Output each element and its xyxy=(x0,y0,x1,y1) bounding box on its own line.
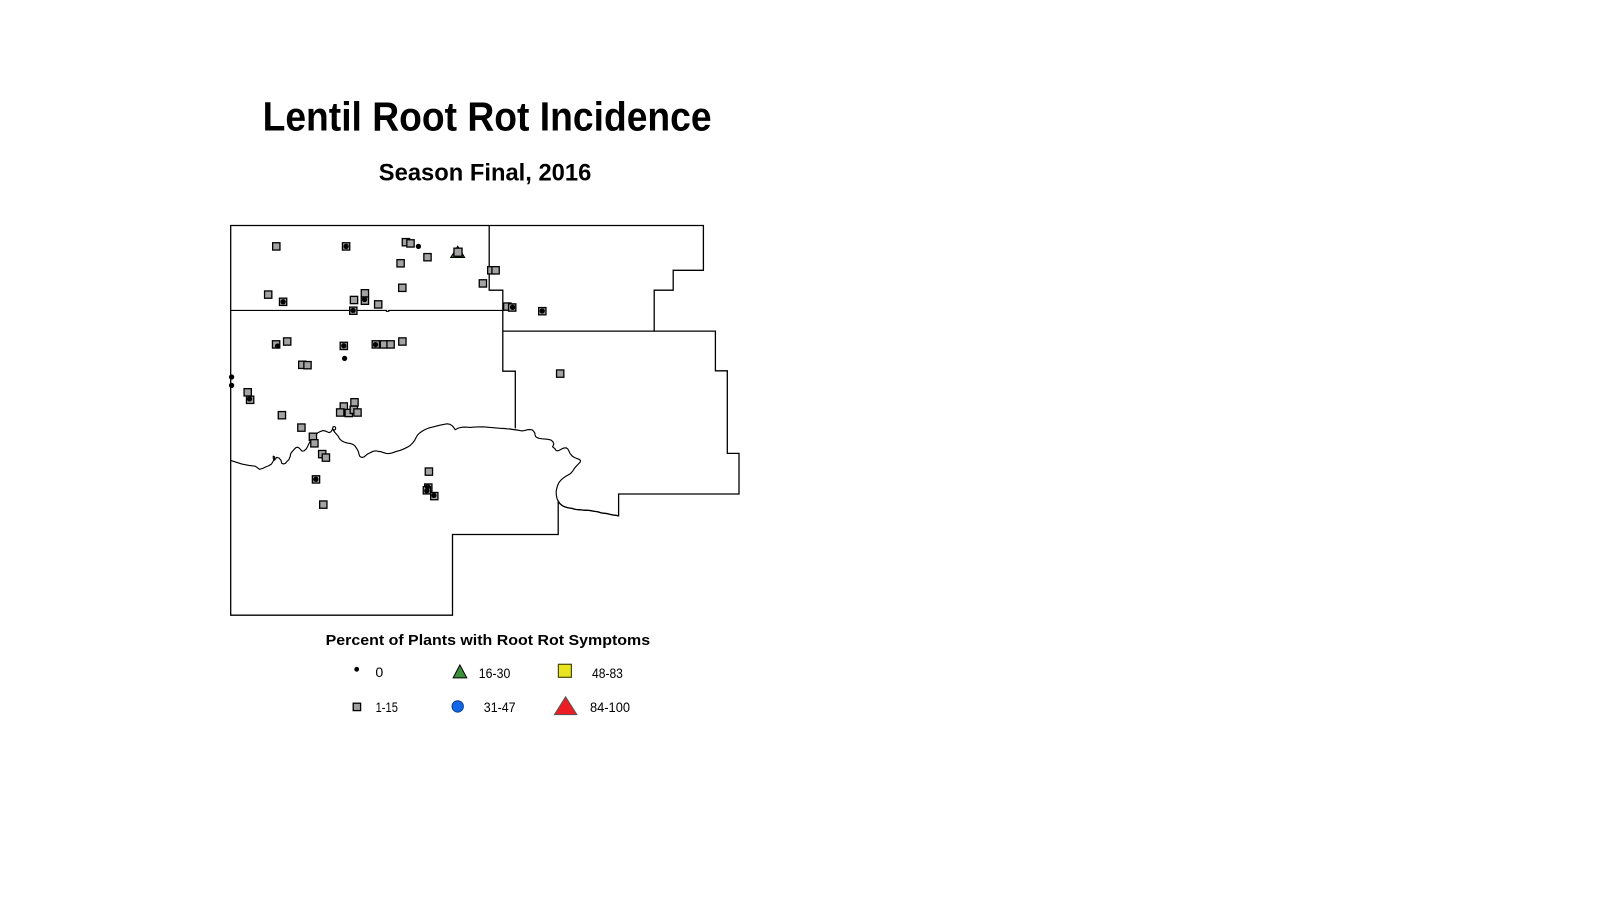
svg-text:Season Final, 2016: Season Final, 2016 xyxy=(379,161,592,187)
svg-text:0: 0 xyxy=(375,665,383,681)
svg-text:16-30: 16-30 xyxy=(479,666,511,682)
svg-text:48-83: 48-83 xyxy=(592,666,623,682)
svg-text:Percent of Plants with Root Ro: Percent of Plants with Root Rot Symptoms xyxy=(326,633,650,649)
svg-text:Lentil Root Rot Incidence: Lentil Root Rot Incidence xyxy=(263,93,712,139)
svg-text:1-15: 1-15 xyxy=(376,700,398,716)
svg-text:31-47: 31-47 xyxy=(484,700,516,716)
svg-text:84-100: 84-100 xyxy=(590,700,630,716)
